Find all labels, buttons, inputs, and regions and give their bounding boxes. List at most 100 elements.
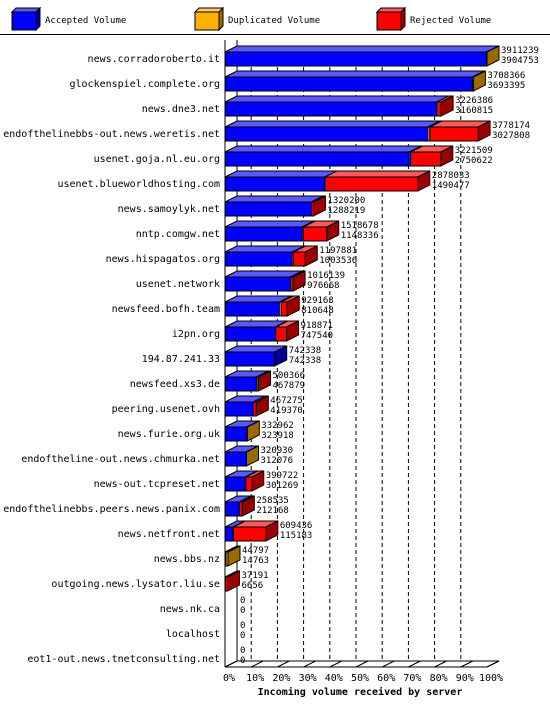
bar-total-label: 3708366 — [487, 71, 525, 81]
bar-total-label: 3911239 — [501, 46, 539, 56]
bar-segment — [224, 526, 234, 542]
bar-segment — [280, 301, 288, 317]
bar-segment-side — [292, 270, 306, 292]
bar-total-label: 44797 — [242, 546, 269, 556]
legend-swatch-front — [194, 11, 220, 31]
bar-segment-side — [226, 570, 240, 592]
category-label: endofthelinebbs.peers.news.panix.com — [3, 504, 220, 515]
x-tick-mark — [329, 660, 343, 668]
bar-segment-side — [251, 470, 265, 492]
bar-segment — [224, 101, 438, 117]
legend-swatch-front — [376, 11, 402, 31]
bar-total-label: 609436 — [280, 521, 313, 531]
category-label: news.nk.ca — [160, 604, 220, 615]
bar-segment-top — [224, 245, 305, 253]
bar-segment — [224, 501, 240, 517]
category-label: news.netfront.net — [118, 529, 220, 540]
bar-accepted-label: 419370 — [270, 406, 303, 416]
bar-segment-side — [486, 45, 500, 67]
bar-total-label: 3226386 — [455, 96, 493, 106]
category-label: news.dne3.net — [142, 104, 220, 115]
bar-accepted-label: 467879 — [273, 381, 306, 391]
bar-total-label: 1320200 — [327, 196, 365, 206]
bar-segment — [224, 326, 276, 342]
x-tick-mark — [408, 660, 421, 668]
bar-accepted-label: 1490477 — [432, 181, 470, 191]
bar-segment — [232, 526, 267, 542]
bar-segment-side — [440, 145, 454, 167]
bar-total-label: 500366 — [273, 371, 306, 381]
bar-segment-top — [224, 70, 485, 78]
bar-segment-side — [477, 120, 491, 142]
bar-accepted-label: 3027808 — [492, 131, 530, 141]
x-tick-mark — [460, 660, 474, 668]
bar-total-label: 37191 — [241, 571, 268, 581]
x-tick-mark — [224, 660, 238, 668]
category-label: peering.usenet.ovh — [112, 404, 220, 415]
category-label: news.furie.org.uk — [118, 429, 220, 440]
category-label: eot1-out.news.tnetconsulting.net — [27, 654, 220, 665]
bar-segment-top — [224, 120, 441, 128]
bar-segment — [224, 226, 303, 242]
bar-segment-side — [227, 545, 241, 567]
bar-segment — [293, 251, 306, 267]
legend-swatch-front — [11, 11, 37, 31]
x-tick-mark — [250, 660, 264, 668]
bar-accepted-label: 2750622 — [455, 156, 493, 166]
category-label: outgoing.news.lysator.liu.se — [51, 579, 220, 590]
legend-label: Rejected Volume — [410, 16, 491, 26]
category-label: usenet.network — [136, 279, 220, 290]
bar-group: 00 — [240, 596, 245, 616]
legend-label: Accepted Volume — [45, 16, 126, 26]
bar-segment-top — [224, 195, 324, 203]
bar-total-label: 929163 — [301, 296, 334, 306]
bar-segment-side — [472, 70, 486, 92]
bar-accepted-label: 6656 — [241, 581, 263, 591]
bar-segment — [436, 101, 442, 117]
category-label: 194.87.241.33 — [142, 354, 220, 365]
bar-total-label: 0 — [240, 646, 245, 656]
bar-segment-side — [274, 345, 288, 367]
legend-swatch-side — [400, 6, 406, 32]
tick-labels: 0% 10% 20% 30% 40% 50% 60% 70% 80% 90% 100% — [223, 673, 503, 684]
bar-accepted-label: 14763 — [242, 556, 269, 566]
bar-segment-side — [286, 295, 300, 317]
bar-accepted-label: 976668 — [307, 281, 340, 291]
bar-group: 00 — [240, 621, 245, 641]
bar-segment — [410, 151, 442, 167]
bar-segment-top — [224, 220, 315, 228]
bar-total-label: 332962 — [261, 421, 294, 431]
bar-segment — [224, 51, 488, 67]
bar-segment-side — [241, 495, 255, 517]
bar-segment-top — [324, 170, 431, 178]
bar-accepted-label: 1148336 — [341, 231, 379, 241]
x-tick-label: 20% — [272, 673, 290, 684]
bar-segment — [275, 326, 288, 342]
bar-segment — [224, 276, 291, 292]
x-tick-label: 90% — [456, 673, 474, 684]
x-tick-label: 40% — [325, 673, 343, 684]
bar-accepted-label: 3160815 — [455, 106, 493, 116]
bar-accepted-label: 3693395 — [487, 81, 525, 91]
legend-label: Duplicated Volume — [228, 16, 320, 26]
category-label: news-out.tcpreset.net — [94, 479, 220, 490]
bar-accepted-label: 1288219 — [327, 206, 365, 216]
category-label: usenet.goja.nl.eu.org — [94, 154, 220, 165]
bar-total-label: 1518678 — [341, 221, 379, 231]
x-tick-mark — [277, 660, 290, 668]
category-label: news.bbs.nz — [154, 554, 220, 565]
bar-accepted-label: 0 — [240, 656, 245, 666]
bar-segment — [224, 201, 312, 217]
category-label: news.samoylyk.net — [118, 204, 220, 215]
bar-accepted-label: 747540 — [301, 331, 334, 341]
